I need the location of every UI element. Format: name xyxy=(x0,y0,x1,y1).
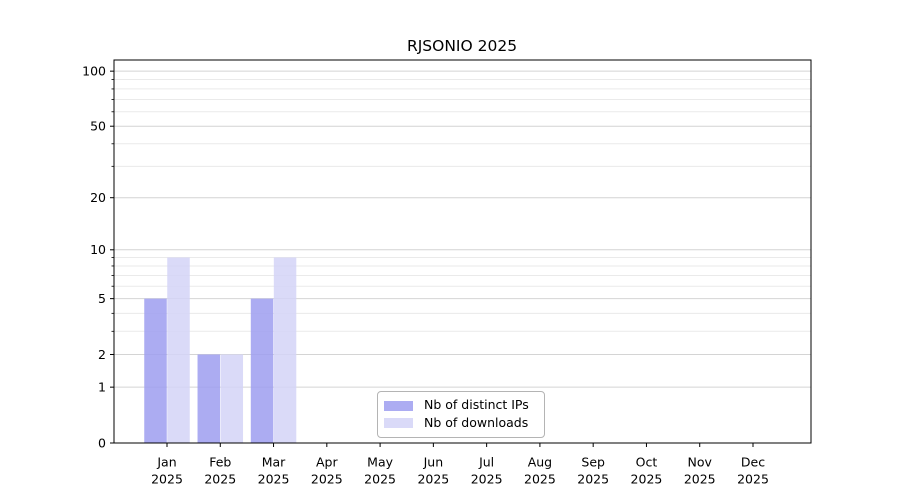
major-gridlines xyxy=(114,70,811,388)
y-tick-label: 5 xyxy=(98,291,106,306)
axis-ticks xyxy=(110,70,754,447)
bars-group xyxy=(144,257,297,443)
bar-nb-of-downloads-mar xyxy=(273,257,297,443)
bar-nb-of-downloads-feb xyxy=(220,354,244,443)
x-tick-label: Jan 2025 xyxy=(151,455,183,487)
x-tick-label: Jul 2025 xyxy=(471,455,503,487)
bar-nb-of-distinct-ips-feb xyxy=(197,354,221,443)
x-tick-label: Dec 2025 xyxy=(737,455,769,487)
x-tick-label: Feb 2025 xyxy=(204,455,236,487)
y-tick-label: 20 xyxy=(90,190,106,205)
y-tick-label: 10 xyxy=(90,242,106,257)
x-tick-label: Jun 2025 xyxy=(417,455,449,487)
x-tick-labels: Jan 2025 Feb 2025 Mar 2025 Apr 2025 May 2025 Jun 20… xyxy=(151,455,769,487)
legend-swatch-downloads-icon xyxy=(384,418,413,429)
y-tick-labels: 0 1 2 5 10 20 50 100 xyxy=(82,63,106,450)
x-tick-label: May 2025 xyxy=(364,455,396,487)
chart-title: RJSONIO 2025 xyxy=(407,37,517,55)
y-tick-label: 0 xyxy=(98,435,106,450)
legend-label-distinct-ips: Nb of distinct IPs xyxy=(424,397,529,413)
x-tick-label: Aug 2025 xyxy=(524,455,556,487)
y-tick-label: 1 xyxy=(98,379,106,394)
x-tick-label: Apr 2025 xyxy=(311,455,343,487)
x-tick-label: Oct 2025 xyxy=(631,455,663,487)
legend-item-downloads: Nb of downloads xyxy=(384,417,537,430)
y-tick-label: 100 xyxy=(82,63,106,78)
x-tick-label: Mar 2025 xyxy=(258,455,290,487)
bar-nb-of-distinct-ips-mar xyxy=(250,298,274,443)
plot-border xyxy=(113,59,812,444)
y-tick-label: 2 xyxy=(98,347,106,362)
y-tick-label: 50 xyxy=(90,119,106,134)
legend-item-distinct-ips: Nb of distinct IPs xyxy=(384,399,537,412)
legend-label-downloads: Nb of downloads xyxy=(424,415,529,431)
x-tick-label: Sep 2025 xyxy=(577,455,609,487)
legend-swatch-distinct-ips-icon xyxy=(384,400,413,411)
bar-nb-of-distinct-ips-jan xyxy=(144,298,167,443)
x-tick-label: Nov 2025 xyxy=(684,455,716,487)
chart-legend: Nb of distinct IPs Nb of downloads xyxy=(377,391,545,438)
minor-gridlines xyxy=(114,79,811,332)
bar-nb-of-downloads-jan xyxy=(167,257,190,443)
